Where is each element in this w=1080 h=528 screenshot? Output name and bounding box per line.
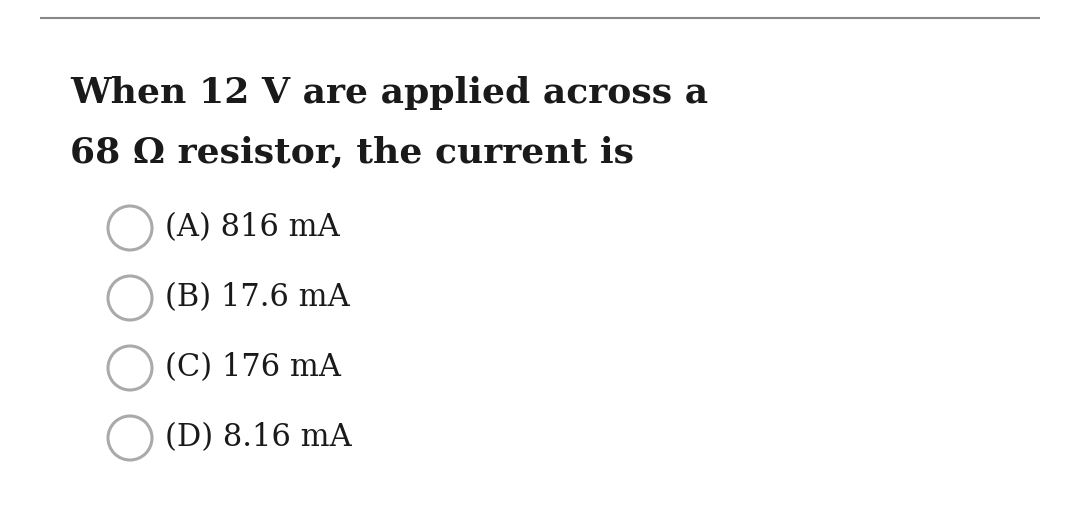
Text: When 12 V are applied across a: When 12 V are applied across a (70, 76, 708, 110)
Text: (A) 816 mA: (A) 816 mA (165, 212, 340, 243)
Text: (B) 17.6 mA: (B) 17.6 mA (165, 282, 350, 314)
Text: (D) 8.16 mA: (D) 8.16 mA (165, 422, 352, 454)
Text: 68 Ω resistor, the current is: 68 Ω resistor, the current is (70, 136, 634, 170)
Text: (C) 176 mA: (C) 176 mA (165, 353, 341, 383)
